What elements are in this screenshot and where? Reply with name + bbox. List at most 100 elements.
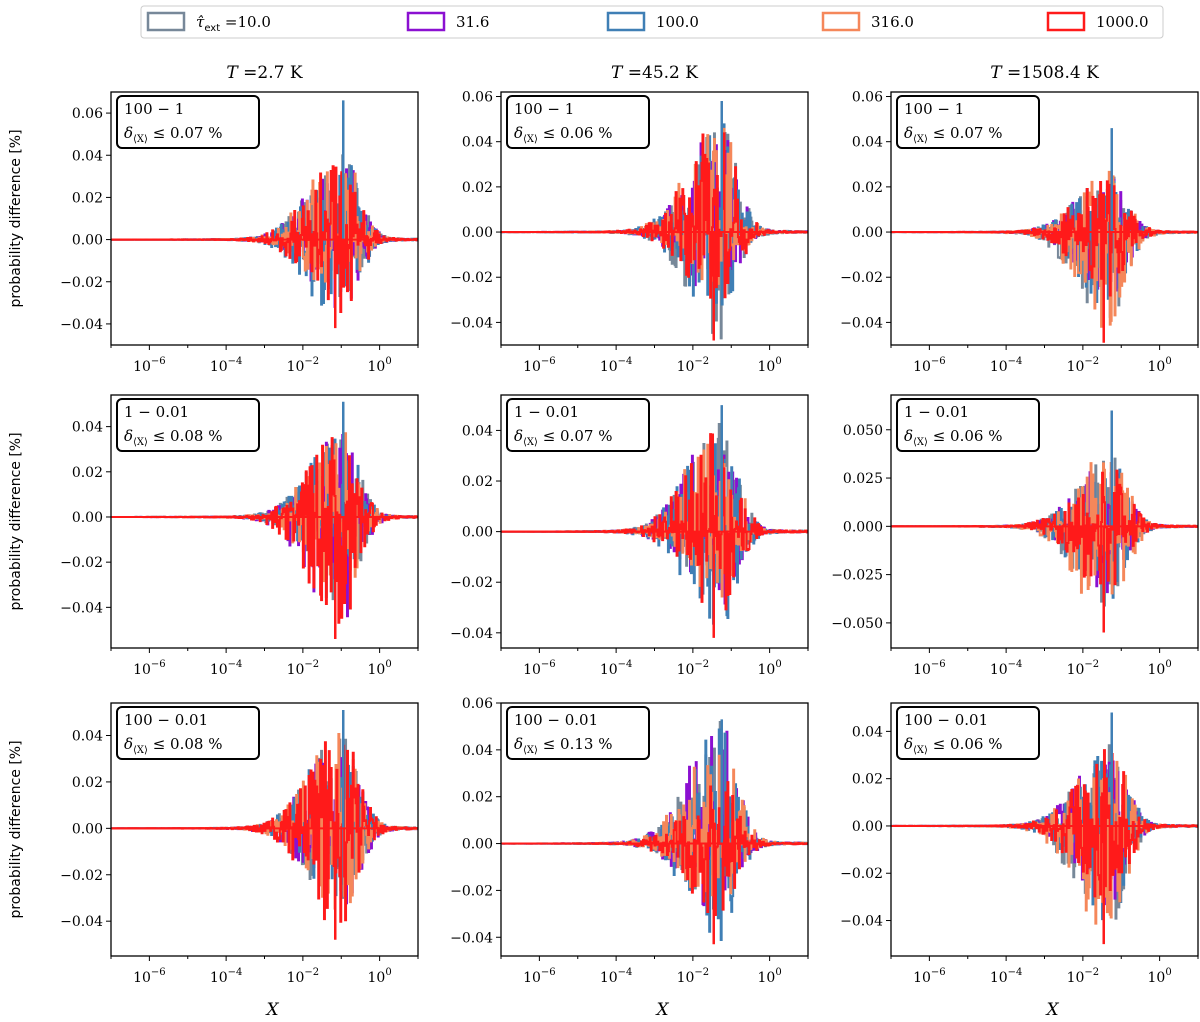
x-tick-label: 10−2: [1067, 356, 1100, 375]
y-tick-label: 0.00: [462, 837, 493, 853]
series-group: [501, 422, 808, 625]
x-tick-label: 10−2: [287, 659, 320, 678]
panel-r1-c0: −0.04 −0.02 0.00 0.02 0.04 10−6 10−4 10−2 100 1 −…: [60, 394, 419, 678]
annotation-bound: δ⟨X⟩ ≤ 0.07 %: [124, 124, 222, 145]
annotation-bound: δ⟨X⟩ ≤ 0.06 %: [904, 427, 1002, 448]
extreme-spikes: [334, 401, 345, 639]
panel-r0-c1: −0.04 −0.02 0.00 0.02 0.04 0.06 10−6 10−4 10−2 10…: [450, 90, 809, 375]
y-tick-label: −0.04: [450, 626, 493, 642]
annotation-pair: 100 − 0.01: [514, 711, 598, 729]
y-tick-label: 0.00: [72, 821, 103, 837]
series-line-316.0: [891, 760, 1198, 925]
annotation-bound: δ⟨X⟩ ≤ 0.08 %: [124, 427, 222, 448]
series-line-1000.0: [111, 437, 418, 624]
y-tick-label: 0.050: [843, 423, 883, 439]
x-tick-label: 10−2: [287, 967, 320, 986]
y-axis-labels: probability difference [%] probability di…: [8, 129, 24, 918]
extreme-spikes: [712, 405, 723, 638]
legend-entry: τ̂ext =10.0: [146, 11, 271, 34]
extreme-spikes: [712, 719, 723, 945]
annotation-pair: 100 − 1: [904, 100, 964, 118]
x-axis-label: X: [654, 1000, 669, 1020]
annotation-frame: [116, 706, 260, 760]
y-tick-label: 0.02: [72, 465, 103, 481]
annotation-box: 100 − 1 δ⟨X⟩ ≤ 0.06 %: [506, 95, 650, 149]
x-tick-label: 10−4: [990, 967, 1023, 986]
legend-entry: 100.0: [606, 11, 699, 32]
legend-entry: 31.6: [406, 11, 489, 32]
x-tick-label: 100: [1148, 356, 1172, 375]
x-tick-label: 10−4: [210, 967, 243, 986]
x-tick-label: 10−2: [677, 356, 710, 375]
legend-label: 1000.0: [1096, 13, 1149, 31]
y-tick-label: −0.02: [450, 270, 493, 286]
y-tick-label: −0.04: [60, 317, 103, 333]
x-tick-label: 100: [1148, 967, 1172, 986]
annotation-box: 100 − 1 δ⟨X⟩ ≤ 0.07 %: [896, 95, 1040, 149]
annotation-frame: [896, 95, 1040, 149]
x-tick-label: 10−6: [133, 356, 166, 375]
annotation-pair: 1 − 0.01: [124, 403, 189, 421]
annotation-pair: 100 − 1: [124, 100, 184, 118]
y-axis-label: probability difference [%]: [8, 129, 24, 307]
y-tick-label: 0.00: [72, 510, 103, 526]
y-tick-label: 0.02: [852, 180, 883, 196]
y-tick-label: −0.02: [60, 275, 103, 291]
legend-label: 316.0: [871, 13, 914, 31]
y-tick-label: 0.06: [72, 106, 103, 122]
extreme-spikes: [334, 100, 345, 329]
y-tick-label: 0.04: [852, 724, 883, 740]
annotation-bound: δ⟨X⟩ ≤ 0.13 %: [514, 735, 612, 756]
y-tick-label: −0.04: [840, 315, 883, 331]
y-tick-label: 0.04: [72, 728, 103, 744]
y-tick-label: 0.04: [462, 423, 493, 439]
x-tick-label: 10−4: [210, 356, 243, 375]
x-axis-label: X: [1044, 1000, 1059, 1020]
y-tick-label: 0.00: [852, 819, 883, 835]
x-tick-label: 10−2: [287, 356, 320, 375]
y-tick-label: −0.02: [840, 270, 883, 286]
extreme-spikes: [1102, 410, 1113, 633]
y-tick-label: 0.00: [462, 525, 493, 541]
series-line-1000.0: [891, 180, 1198, 297]
legend-label: τ̂ext =10.0: [196, 13, 271, 34]
series-group: [111, 432, 418, 624]
x-tick-label: 10−6: [913, 659, 946, 678]
y-tick-label: 0.02: [462, 790, 493, 806]
y-tick-label: 0.06: [462, 90, 493, 106]
legend-entry: 316.0: [821, 11, 914, 32]
x-tick-label: 10−6: [523, 967, 556, 986]
y-tick-label: 0.02: [852, 772, 883, 788]
x-tick-label: 100: [758, 659, 782, 678]
annotation-bound: δ⟨X⟩ ≤ 0.06 %: [514, 124, 612, 145]
y-tick-label: 0.025: [843, 471, 883, 487]
annotation-box: 100 − 0.01 δ⟨X⟩ ≤ 0.06 %: [896, 706, 1040, 760]
y-tick-label: 0.02: [462, 180, 493, 196]
x-tick-label: 10−2: [677, 659, 710, 678]
annotation-pair: 1 − 0.01: [514, 403, 579, 421]
y-tick-label: −0.02: [450, 575, 493, 591]
y-tick-label: −0.04: [60, 914, 103, 930]
x-tick-label: 10−6: [133, 659, 166, 678]
annotation-frame: [896, 706, 1040, 760]
panel-r0-c2: −0.04 −0.02 0.00 0.02 0.04 0.06 10−6 10−4 10−2 10…: [840, 90, 1199, 375]
x-tick-label: 100: [758, 356, 782, 375]
y-tick-label: 0.00: [852, 225, 883, 241]
x-tick-label: 10−6: [913, 967, 946, 986]
series-line-100.0: [891, 756, 1198, 921]
legend-frame: [140, 5, 1164, 39]
y-tick-label: 0.04: [462, 743, 493, 759]
series-group: [891, 744, 1198, 925]
y-tick-label: −0.02: [60, 868, 103, 884]
annotation-frame: [506, 95, 650, 149]
y-tick-label: 0.000: [843, 519, 883, 535]
legend-label: 100.0: [656, 13, 699, 31]
y-tick-label: 0.00: [72, 233, 103, 249]
y-tick-label: 0.04: [852, 135, 883, 151]
series-line-10.0: [891, 176, 1198, 318]
legend: τ̂ext =10.0 31.6 100.0 316.0 1000.0: [140, 5, 1164, 39]
annotation-box: 1 − 0.01 δ⟨X⟩ ≤ 0.08 %: [116, 398, 260, 452]
annotation-frame: [116, 95, 260, 149]
